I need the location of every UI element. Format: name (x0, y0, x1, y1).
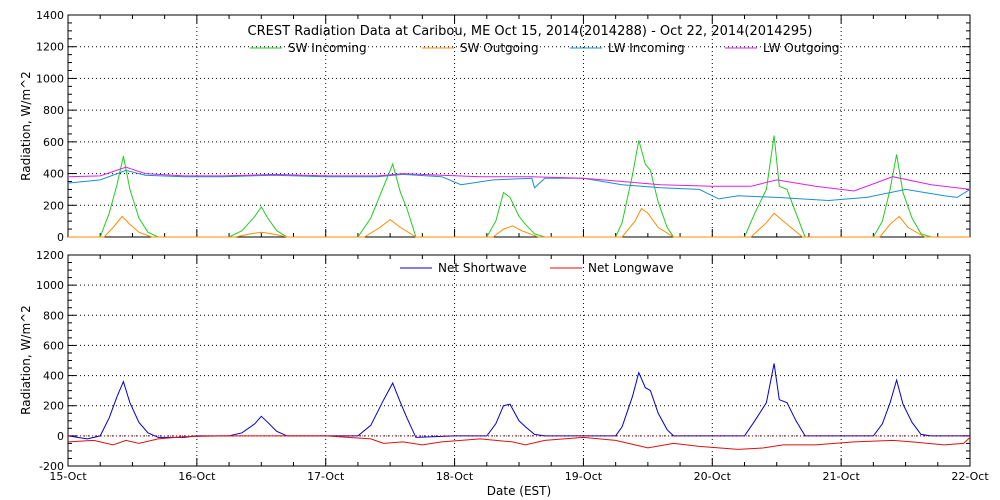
bottom-panel: Net Shortwave Net Longwave Radiation, W/m… (19, 249, 989, 498)
series-line-lw-incoming (67, 169, 971, 202)
x-tick-label: 18-Oct (436, 470, 474, 483)
top-y-tick-label: 1000 (36, 72, 64, 85)
bottom-y-tick-label: 0 (57, 430, 64, 443)
top-y-tick-label: 600 (43, 136, 64, 149)
legend-bottom: Net Shortwave Net Longwave (400, 261, 674, 275)
x-tick-label: 20-Oct (694, 470, 732, 483)
bottom-y-tick-label: 1000 (36, 279, 64, 292)
series-line-lw-outgoing (67, 166, 971, 192)
x-tick-label: 17-Oct (307, 470, 345, 483)
series-line-net-longwave (67, 435, 971, 450)
series-line-net-shortwave (67, 363, 970, 440)
bottom-y-tick-label: 200 (43, 400, 64, 413)
top-y-tick-label: 400 (43, 168, 64, 181)
bottom-y-tick-label: 600 (43, 339, 64, 352)
x-tick-label: 22-Oct (951, 470, 989, 483)
top-panel: CREST Radiation Data at Caribou, ME Oct … (19, 9, 971, 244)
series-line-sw-outgoing (68, 207, 970, 238)
x-tick-label: 21-Oct (822, 470, 860, 483)
bottom-plot-frame (67, 254, 971, 467)
bottom-y-tick-label: 800 (43, 309, 64, 322)
top-y-axis-label: Radiation, W/m^2 (19, 71, 33, 181)
bottom-y-tick-label: -200 (39, 460, 64, 473)
top-y-tick-label: 800 (43, 104, 64, 117)
x-tick-label: 15-Oct (49, 470, 87, 483)
bottom-y-tick-label: 1200 (36, 249, 64, 262)
top-y-tick-label: 200 (43, 199, 64, 212)
legend-label-net-longwave: Net Longwave (588, 261, 674, 275)
legend-label-lw-outgoing: LW Outgoing (763, 41, 840, 55)
bottom-y-tick-label: 400 (43, 370, 64, 383)
legend-label-sw-incoming: SW Incoming (288, 41, 367, 55)
x-tick-label: 16-Oct (178, 470, 216, 483)
legend-top: SW Incoming SW Outgoing LW Incoming LW Outg… (250, 41, 840, 55)
chart-title: CREST Radiation Data at Caribou, ME Oct … (248, 24, 813, 39)
top-y-tick-label: 0 (57, 231, 64, 244)
legend-label-lw-incoming: LW Incoming (608, 41, 685, 55)
series-line-sw-incoming (68, 135, 970, 238)
x-tick-label: 19-Oct (565, 470, 603, 483)
top-y-tick-label: 1200 (36, 41, 64, 54)
top-y-tick-label: 1400 (36, 9, 64, 22)
legend-label-sw-outgoing: SW Outgoing (460, 41, 539, 55)
x-axis-label: Date (EST) (487, 484, 551, 498)
bottom-y-axis-label: Radiation, W/m^2 (19, 305, 33, 415)
legend-label-net-shortwave: Net Shortwave (438, 261, 527, 275)
